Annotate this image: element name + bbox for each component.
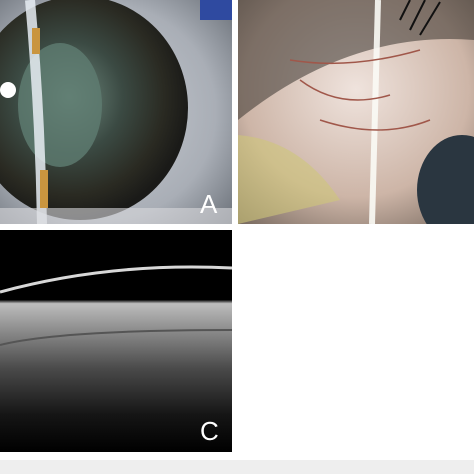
footer-strip [0, 460, 474, 474]
panel-c: C [0, 230, 233, 452]
panel-b [238, 0, 474, 224]
panel-label: A [200, 189, 218, 219]
panel-label: C [200, 416, 219, 446]
panel-a: A [0, 0, 232, 224]
